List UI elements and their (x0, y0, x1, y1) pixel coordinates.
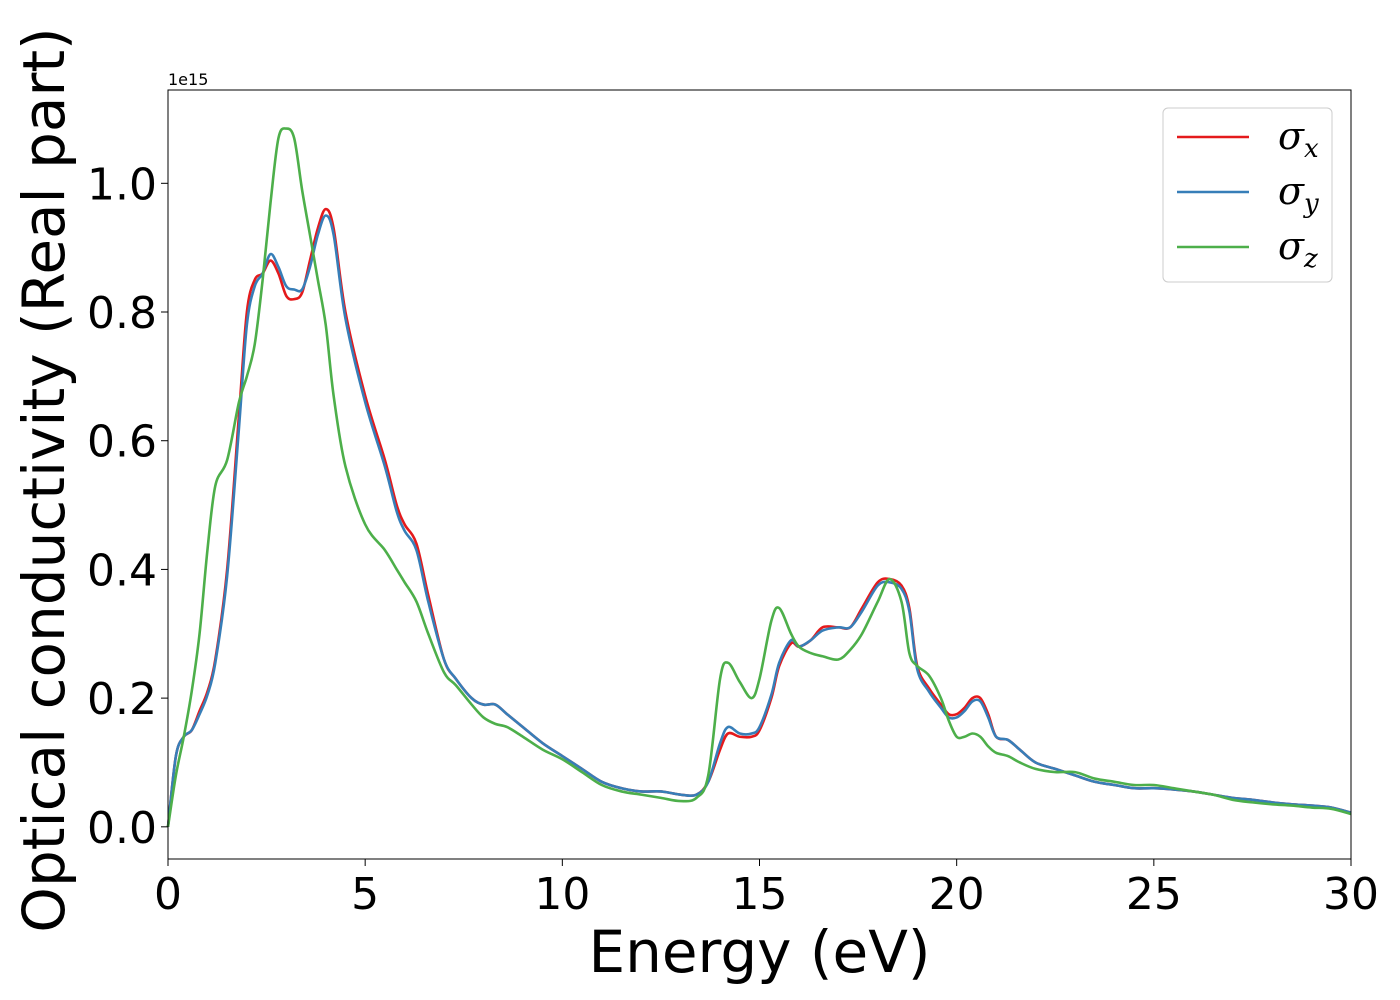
series-line-sigma-z (166, 127, 1352, 828)
y-offset-label: 1e15 (168, 70, 208, 89)
x-tick-label: 25 (1126, 869, 1182, 920)
x-tick-label: 10 (534, 869, 590, 920)
y-axis: 0.0 0.2 0.4 0.6 0.8 1.0 (87, 159, 168, 854)
y-tick-label: 0.4 (87, 545, 157, 596)
x-tick-label: 15 (732, 869, 788, 920)
x-tick-label: 20 (929, 869, 985, 920)
x-tick-label: 5 (351, 869, 379, 920)
x-tick-label: 30 (1323, 869, 1379, 920)
y-tick-label: 1.0 (87, 159, 157, 210)
x-axis-title: Energy (eV) (588, 918, 930, 986)
y-tick-label: 0.2 (87, 674, 157, 725)
y-axis-title: Optical conductivity (Real part) (10, 27, 78, 932)
y-tick-label: 0.0 (87, 803, 157, 854)
y-tick-label: 0.8 (87, 288, 157, 339)
series-layer (166, 127, 1352, 828)
y-tick-label: 0.6 (87, 417, 157, 468)
series-line-sigma-y (166, 214, 1352, 827)
x-tick-label: 0 (154, 869, 182, 920)
legend-box (1162, 107, 1333, 283)
x-axis: 0 5 10 15 20 25 30 (154, 859, 1379, 920)
